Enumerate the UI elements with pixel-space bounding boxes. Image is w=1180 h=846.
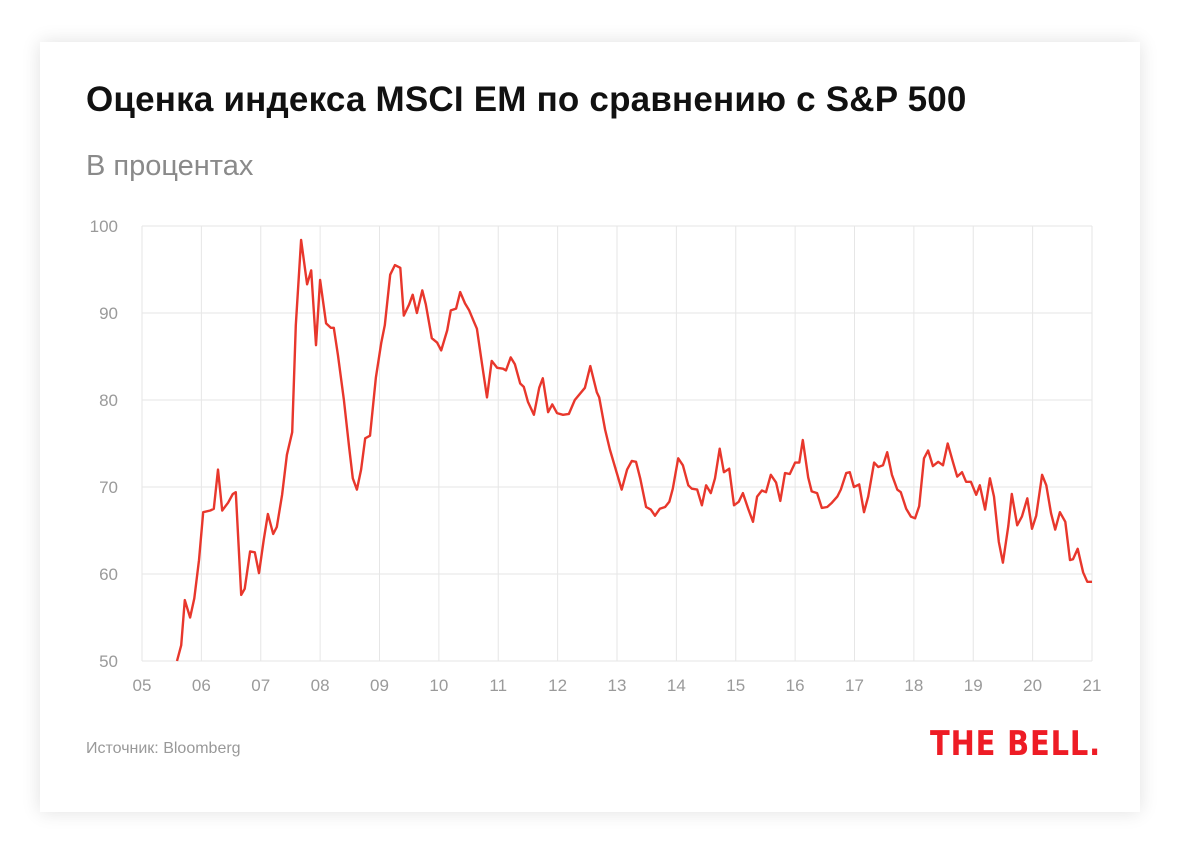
- x-tick-label: 09: [370, 676, 389, 695]
- x-tick-label: 16: [786, 676, 805, 695]
- x-tick-label: 06: [192, 676, 211, 695]
- y-tick-label: 80: [99, 391, 118, 410]
- x-tick-label: 15: [726, 676, 745, 695]
- the-bell-logo: THE BELL.: [930, 724, 1101, 764]
- chart-subtitle: В процентах: [86, 150, 254, 182]
- x-tick-label: 17: [845, 676, 864, 695]
- x-tick-label: 08: [311, 676, 330, 695]
- x-tick-label: 18: [904, 676, 923, 695]
- y-tick-label: 50: [99, 652, 118, 671]
- y-tick-label: 70: [99, 478, 118, 497]
- y-tick-label: 100: [90, 217, 118, 236]
- y-tick-label: 90: [99, 304, 118, 323]
- x-tick-label: 14: [667, 676, 686, 695]
- series-line: [175, 238, 1092, 662]
- x-tick-label: 12: [548, 676, 567, 695]
- x-tick-label: 19: [964, 676, 983, 695]
- x-tick-label: 20: [1023, 676, 1042, 695]
- chart-card: [40, 42, 1140, 812]
- y-tick-label: 60: [99, 565, 118, 584]
- x-tick-label: 11: [489, 676, 507, 695]
- x-tick-label: 21: [1083, 676, 1102, 695]
- x-tick-label: 10: [429, 676, 448, 695]
- x-tick-label: 07: [251, 676, 270, 695]
- source-note: Источник: Bloomberg: [86, 740, 241, 757]
- x-tick-label: 13: [608, 676, 627, 695]
- chart-title: Оценка индекса MSCI EM по сравнению с S&…: [86, 80, 967, 119]
- x-tick-label: 05: [133, 676, 152, 695]
